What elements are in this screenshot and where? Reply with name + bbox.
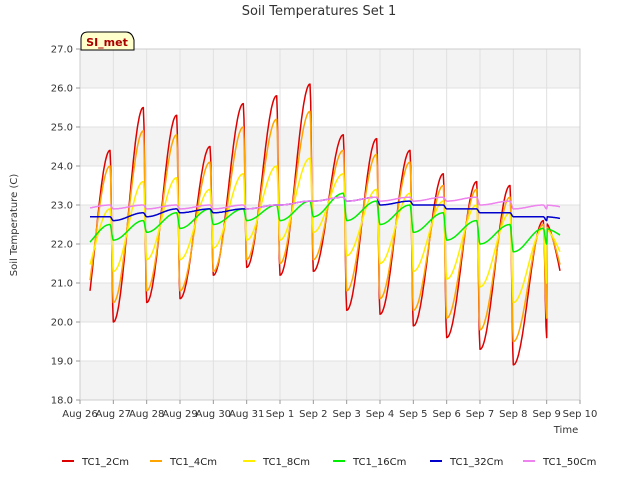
y-tick-label: 23.0 [51, 201, 73, 212]
background-band [80, 49, 580, 88]
background-band [80, 88, 580, 127]
y-tick-label: 19.0 [51, 357, 73, 368]
x-tick-label: Sep 2 [299, 409, 327, 420]
y-tick-label: 20.0 [51, 318, 73, 329]
x-tick-label: Sep 1 [266, 409, 294, 420]
y-tick-label: 22.0 [51, 240, 73, 251]
series-lines [89, 83, 561, 366]
site-badge-label: SI_met [86, 36, 128, 49]
y-tick-label: 18.0 [51, 396, 73, 407]
x-tick-label: Aug 28 [129, 409, 164, 420]
series-line-tc1_8cm [89, 157, 561, 304]
series-line-tc1_4cm [89, 110, 561, 343]
y-tick-label: 21.0 [51, 279, 73, 290]
background-band [80, 283, 580, 322]
x-tick-label: Aug 30 [196, 409, 231, 420]
y-axis-ticks: 18.0 19.0 20.0 21.0 22.0 23.0 24.0 25.0 26.0 27.0 [51, 45, 80, 407]
plot-frame [79, 48, 581, 401]
chart-title: Soil Temperatures Set 1 [242, 4, 397, 19]
x-tick-label: Aug 27 [96, 409, 131, 420]
y-tick-label: 26.0 [51, 84, 73, 95]
x-tick-label: Sep 4 [366, 409, 394, 420]
legend-label: TC1_4Cm [169, 457, 217, 468]
legend-label: TC1_50Cm [542, 457, 596, 468]
legend-label: TC1_2Cm [81, 457, 129, 468]
x-tick-label: Aug 26 [62, 409, 97, 420]
x-tick-label: Sep 3 [332, 409, 360, 420]
x-tick-label: Sep 8 [499, 409, 527, 420]
background-band [80, 361, 580, 400]
y-tick-label: 27.0 [51, 45, 73, 56]
x-tick-label: Sep 5 [399, 409, 427, 420]
x-tick-label: Sep 10 [563, 409, 598, 420]
site-badge: SI_met [80, 31, 135, 51]
background-band [80, 322, 580, 361]
background-band [80, 205, 580, 244]
legend-label: TC1_8Cm [262, 457, 310, 468]
series-line-tc1_16cm [89, 192, 561, 253]
x-axis-label: Time [553, 425, 578, 436]
y-tick-label: 25.0 [51, 123, 73, 134]
legend: TC1_2Cm TC1_4Cm TC1_8Cm TC1_16Cm TC1_32Cm TC1… [62, 457, 596, 468]
series-line-tc1_50cm [89, 196, 561, 210]
x-tick-label: Sep 9 [532, 409, 560, 420]
legend-label: TC1_16Cm [352, 457, 406, 468]
y-tick-label: 24.0 [51, 162, 73, 173]
x-tick-label: Sep 7 [466, 409, 494, 420]
background-band [80, 127, 580, 166]
legend-label: TC1_32Cm [449, 457, 503, 468]
y-axis-label: Soil Temperature (C) [9, 174, 20, 277]
background-bands [80, 49, 580, 400]
x-tick-label: Aug 29 [162, 409, 197, 420]
x-tick-label: Aug 31 [229, 409, 264, 420]
x-tick-label: Sep 6 [432, 409, 460, 420]
site-badge-box [80, 31, 135, 51]
